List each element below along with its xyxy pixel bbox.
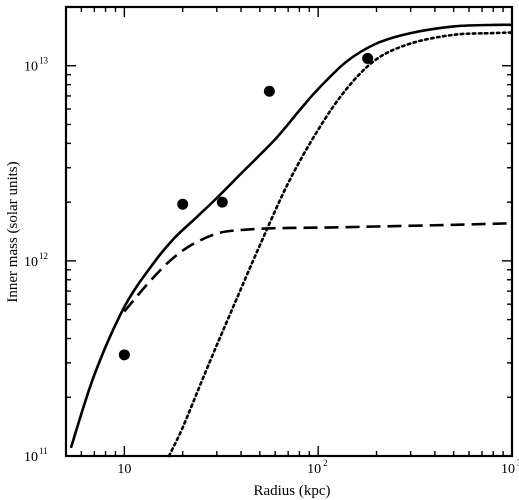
x-tick-label: 10 2 <box>307 458 328 477</box>
svg-text:3: 3 <box>517 458 519 468</box>
svg-text:13: 13 <box>39 56 49 66</box>
tick-layer <box>65 6 513 457</box>
svg-text:10: 10 <box>24 60 38 75</box>
series-line-dashed <box>123 221 513 313</box>
svg-text:11: 11 <box>39 446 48 456</box>
x-tick-label: 10 <box>117 462 131 477</box>
data-point <box>263 85 275 97</box>
data-point <box>177 198 189 210</box>
svg-text:10: 10 <box>24 255 38 270</box>
svg-text:10: 10 <box>501 462 515 477</box>
x-tick-label: 103 <box>501 458 519 477</box>
tick-label-layer: 10102103101110121013 <box>24 56 519 477</box>
x-axis-label: Radius (kpc) <box>253 483 330 499</box>
svg-text:10: 10 <box>117 462 131 477</box>
data-point <box>118 349 130 361</box>
y-tick-label: 10 11 <box>24 446 48 465</box>
svg-text:10: 10 <box>307 462 321 477</box>
y-tick-label: 10 13 <box>24 56 49 75</box>
data-point <box>216 196 228 208</box>
svg-text:12: 12 <box>39 251 48 261</box>
y-tick-label: 10 12 <box>24 251 48 270</box>
svg-text:2: 2 <box>323 458 328 468</box>
svg-text:10: 10 <box>24 450 38 465</box>
data-point <box>362 52 374 64</box>
y-axis-label: Inner mass (solar units) <box>5 161 21 302</box>
series-line-dotted <box>167 31 514 458</box>
points-layer <box>118 52 374 361</box>
plot-frame <box>64 5 514 458</box>
series-layer <box>69 23 514 458</box>
series-line-solid <box>69 23 513 449</box>
